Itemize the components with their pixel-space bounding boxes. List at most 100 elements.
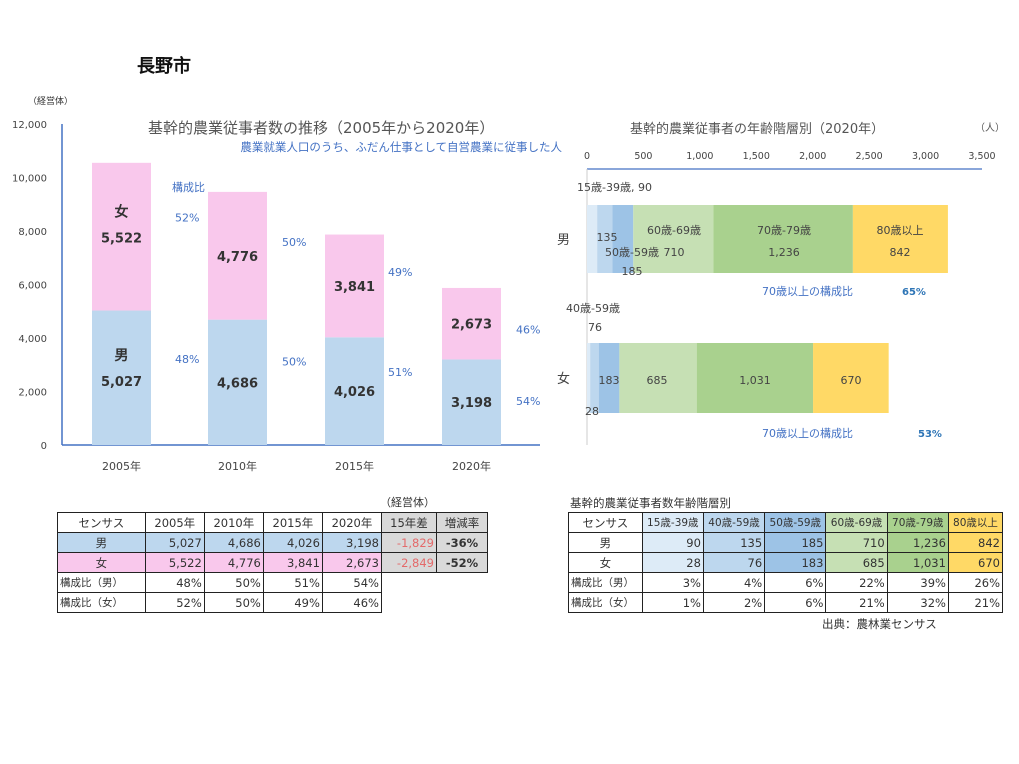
page-title: 長野市 [137, 56, 191, 77]
x2-tick-label: 3,000 [912, 151, 939, 162]
segment-2 [597, 205, 613, 273]
table-cell: 4,686 [203, 532, 264, 553]
ratio-female: 46% [516, 324, 540, 337]
table-cell: 51% [262, 572, 323, 593]
label-60-69-male: 710 [664, 246, 685, 259]
table-cell: 40歳-59歳 [702, 512, 766, 533]
segment-4 [633, 205, 714, 273]
label-70-79-female: 1,031 [739, 374, 771, 387]
x2-tick-label: 3,500 [968, 151, 995, 162]
x2-tick-label: 1,000 [686, 151, 713, 162]
table-cell: 2005年 [144, 512, 205, 533]
segment-3 [598, 343, 620, 413]
table-cell: 32% [886, 592, 949, 613]
table-cell: センサス [568, 512, 643, 533]
bar-male [442, 359, 501, 445]
table-cell: 2015年 [262, 512, 323, 533]
charts: （経営体） 12,000 10,000 8,000 6,000 4,000 2,000 0 基幹… [12, 95, 1005, 473]
bar-male [208, 319, 267, 445]
table-cell: 28 [641, 552, 704, 573]
chart2-unit: （人） [975, 122, 1005, 134]
label-40-59-female: 76 [588, 321, 602, 334]
table-cell: 2020年 [321, 512, 382, 533]
bar-male [92, 310, 151, 445]
table-cell: 185 [764, 532, 827, 553]
bar-female [325, 234, 384, 338]
table-cell: 6% [764, 572, 827, 593]
table-cell: 54% [321, 572, 382, 593]
bar-female [92, 162, 151, 311]
bar-female [442, 287, 501, 360]
table-row: 構成比（男） 3% 4% 6% 22% 39% 26% [568, 572, 1004, 593]
y-tick-label: 10,000 [12, 174, 47, 185]
label-70-79-name: 70歳-79歳 [757, 224, 811, 237]
label-80-female: 670 [841, 374, 862, 387]
y-tick-label: 8,000 [18, 227, 47, 238]
table-cell: 39% [886, 572, 949, 593]
table-cell: 増減率 [436, 512, 488, 533]
segment-1 [587, 343, 591, 413]
x2-tick-label: 0 [584, 151, 590, 162]
table-cell: 4,776 [203, 552, 264, 573]
ratio-label: 構成比 [172, 181, 205, 194]
bar-female [208, 191, 267, 320]
table-row: 構成比（女） 52% 50% 49% 46% [57, 592, 488, 613]
table-cell: 5,522 [144, 552, 205, 573]
table-cell: 構成比（男） [568, 572, 643, 593]
table-cell: 1,031 [886, 552, 949, 573]
table-cell: 構成比（女） [57, 592, 146, 613]
data-label-female: 5,522 [101, 232, 142, 247]
table-cell: 3,198 [321, 532, 382, 553]
x-tick-label: 2010年 [218, 459, 257, 473]
table-row: 構成比（男） 48% 50% 51% 54% [57, 572, 488, 593]
data-label-male: 5,027 [101, 375, 142, 390]
label-40-59-male: 135 [597, 231, 618, 244]
x-tick-label: 2005年 [102, 459, 141, 473]
label-15-39-male: 15歳-39歳, 90 [577, 181, 652, 194]
label-60-69-name: 60歳-69歳 [647, 224, 701, 237]
label-80-name: 80歳以上 [877, 224, 924, 237]
table-row: 男 5,027 4,686 4,026 3,198 -1,829 -36% [57, 532, 488, 553]
x2-tick-label: 2,500 [856, 151, 883, 162]
table-cell: 女 [568, 552, 643, 573]
table-cell: 6% [764, 592, 827, 613]
label-80-male: 842 [890, 246, 911, 259]
table-cell: 670 [947, 552, 1004, 573]
data-label-male: 3,198 [451, 396, 492, 411]
data-label-male: 4,686 [217, 376, 258, 391]
table-cell: 52% [144, 592, 205, 613]
table-cell: 15年差 [380, 512, 438, 533]
ratio-female: 50% [282, 236, 306, 249]
ratio-female: 52% [175, 212, 199, 225]
table-cell: 1% [641, 592, 704, 613]
series-name-female: 女 [115, 204, 129, 221]
table-cell: 構成比（男） [57, 572, 146, 593]
label-40-59-name: 40歳-59歳 [566, 302, 620, 315]
table-cell: センサス [57, 512, 146, 533]
table1-unit: （経営体） [380, 496, 435, 509]
over70-female: 53% [918, 429, 942, 440]
table-cell: 3% [641, 572, 704, 593]
y-tick-label: 4,000 [18, 334, 47, 345]
table-cell: -1,829 [380, 532, 438, 553]
table-cell: 2% [702, 592, 766, 613]
ratio-male: 54% [516, 395, 540, 408]
table-cell: 90 [641, 532, 704, 553]
label-70-79-male: 1,236 [768, 246, 800, 259]
table-cell: 1,236 [886, 532, 949, 553]
table-row: 女 5,522 4,776 3,841 2,673 -2,849 -52% [57, 552, 488, 573]
table-cell: 842 [947, 532, 1004, 553]
bar-male [325, 337, 384, 445]
census-table: センサス 2005年 2010年 2015年 2020年 15年差 増減率男 5,027 4,6… [57, 512, 488, 613]
table-cell: 50% [203, 572, 264, 593]
series-name-male: 男 [115, 348, 129, 364]
table-cell: 21% [947, 592, 1004, 613]
table-cell: 26% [947, 572, 1004, 593]
table-cell: 21% [825, 592, 888, 613]
x-tick-label: 2020年 [452, 459, 491, 473]
table-cell: 構成比（女） [568, 592, 643, 613]
table-row: 構成比（女） 1% 2% 6% 21% 32% 21% [568, 592, 1004, 613]
label-50-59-female: 183 [599, 374, 620, 387]
label-50-59-male: 185 [622, 265, 643, 278]
segment-6 [852, 205, 948, 273]
